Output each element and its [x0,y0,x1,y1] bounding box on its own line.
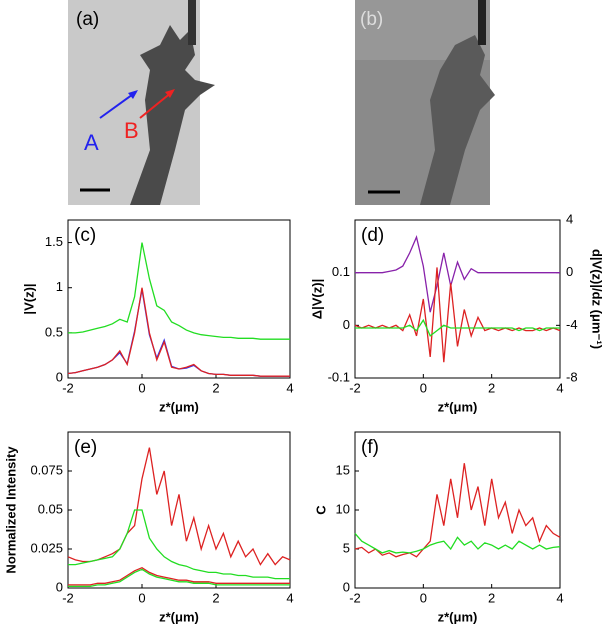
x-tick-label: -2 [62,380,74,395]
y-tick-label: -0.1 [328,369,350,384]
y2-tick-label: 0 [566,264,573,279]
y-axis-label: C [313,505,328,515]
x-tick-label: 4 [286,380,293,395]
x-tick-label: 4 [556,590,563,605]
y-tick-label: 0.05 [38,501,63,516]
x-tick-label: 2 [212,590,219,605]
x-tick-label: 0 [138,380,145,395]
x-axis-label: z*(μm) [438,399,478,414]
y-tick-label: 0.1 [332,264,350,279]
x-axis-label: z*(μm) [159,399,199,414]
series-line [354,463,561,558]
y-tick-label: 0.025 [30,540,63,555]
y2-tick-label: 4 [566,211,573,226]
panel-label: (e) [74,437,97,458]
y2-tick-label: -4 [566,317,578,332]
y-tick-label: 0.075 [30,462,63,477]
series-line [355,318,560,337]
cell [420,35,495,205]
series-line [355,235,560,313]
arrow [139,91,173,119]
panel-label: (a) [76,9,99,30]
series-line [67,287,290,377]
series-line [68,509,290,580]
series-line [67,447,291,566]
x-tick-label: 0 [420,380,427,395]
y-axis-label: Normalized Intensity [3,446,18,574]
x-tick-label: -2 [349,590,361,605]
x-axis-label: z*(μm) [159,609,199,624]
arrowhead [165,89,175,98]
x-tick-label: -2 [349,380,361,395]
plot-frame [67,219,291,379]
series-line [354,532,561,554]
annotation: A [84,130,99,155]
series-line [67,289,290,377]
debris [188,0,196,45]
image-panel-a: (a) A B [68,0,215,205]
y-tick-label: 5 [343,540,350,555]
x-tick-label: 4 [556,380,563,395]
y-tick-label: 0 [343,317,350,332]
cell [130,25,215,205]
y-tick-label: 0 [343,579,350,594]
x-tick-label: 0 [420,590,427,605]
series-line [354,267,561,363]
panel-label: (d) [361,225,384,246]
series-line [68,242,290,340]
series-line [68,568,290,588]
y-axis-label: |V(z)| [21,283,36,314]
panel-label: (f) [361,437,379,458]
arrow [99,91,137,119]
image-panel-b: (b) [355,0,495,205]
y2-tick-label: -8 [566,369,578,384]
debris [478,0,486,45]
x-tick-label: 2 [488,590,495,605]
plot-frame [354,431,561,589]
series-line [68,566,290,586]
y-tick-label: 1.5 [45,234,63,249]
x-tick-label: 4 [286,590,293,605]
y-axis-label: Δ|V(z)| [309,279,324,319]
y-tick-label: 10 [336,501,350,516]
x-tick-label: 2 [212,380,219,395]
arrowhead [128,90,138,99]
x-tick-label: 0 [138,590,145,605]
y-tick-label: 0 [56,579,63,594]
plot-frame [354,219,561,379]
x-axis-label: z*(μm) [438,609,478,624]
y2-axis-label: d|V(z)|/dz (μm⁻¹) [590,249,605,349]
x-tick-label: -2 [62,590,74,605]
annotation: B [124,118,139,143]
y-tick-label: 15 [336,462,350,477]
panel-label: (c) [74,225,96,246]
y-tick-label: 0.5 [45,324,63,339]
panel-label: (b) [360,9,383,30]
y-tick-label: 1 [56,279,63,294]
x-tick-label: 2 [488,380,495,395]
y-tick-label: 0 [56,369,63,384]
